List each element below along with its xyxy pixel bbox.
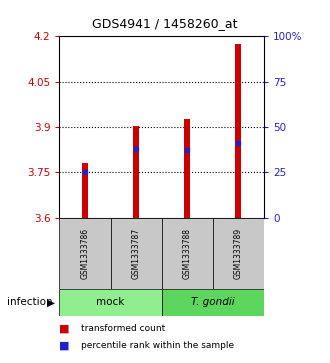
Text: GSM1333786: GSM1333786 xyxy=(81,228,89,279)
Bar xyxy=(235,44,242,218)
Text: T. gondii: T. gondii xyxy=(191,297,235,307)
Text: infection: infection xyxy=(7,297,52,307)
Text: GSM1333787: GSM1333787 xyxy=(132,228,141,279)
Text: ■: ■ xyxy=(59,323,70,334)
Text: GDS4941 / 1458260_at: GDS4941 / 1458260_at xyxy=(92,17,238,30)
Bar xyxy=(111,218,162,289)
Text: ▶: ▶ xyxy=(47,297,55,307)
Text: GSM1333789: GSM1333789 xyxy=(234,228,243,279)
Bar xyxy=(162,289,264,316)
Bar xyxy=(184,119,190,218)
Text: GSM1333788: GSM1333788 xyxy=(183,228,192,279)
Bar xyxy=(133,126,139,218)
Bar xyxy=(82,163,88,218)
Text: ■: ■ xyxy=(59,341,70,351)
Text: mock: mock xyxy=(96,297,125,307)
Bar xyxy=(59,218,111,289)
Bar xyxy=(59,289,162,316)
Text: percentile rank within the sample: percentile rank within the sample xyxy=(81,342,234,350)
Text: transformed count: transformed count xyxy=(81,324,165,333)
Bar xyxy=(162,218,213,289)
Bar xyxy=(213,218,264,289)
